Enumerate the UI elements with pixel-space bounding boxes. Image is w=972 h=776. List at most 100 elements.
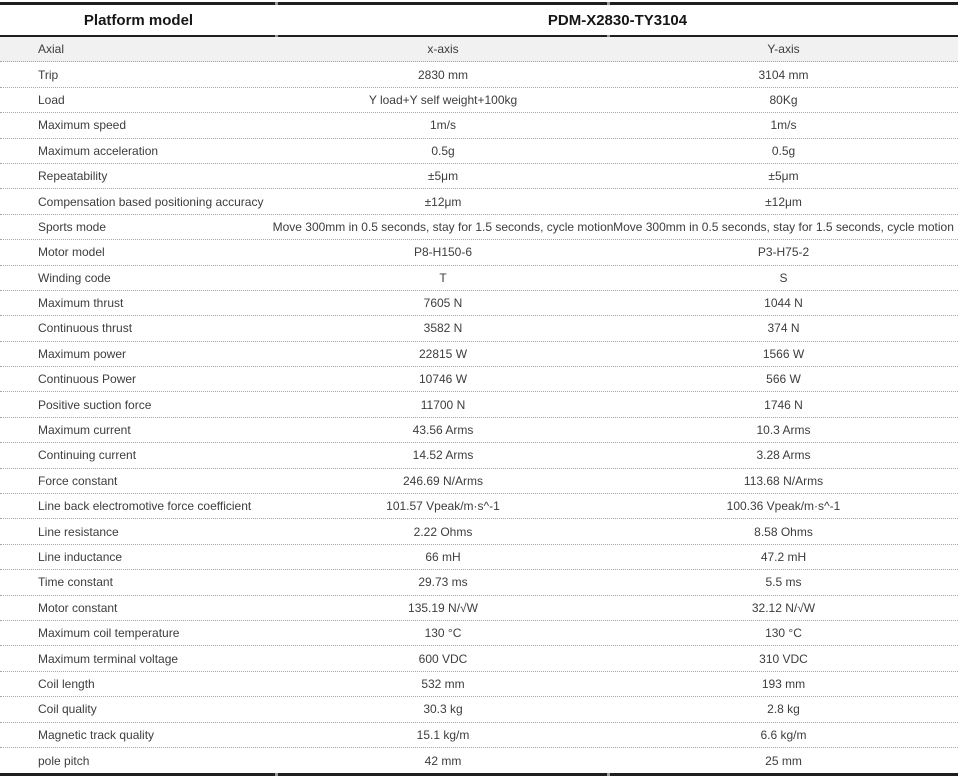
x-axis-value-cell: 15.1 kg/m (416, 727, 470, 742)
column-divider-tick (607, 773, 610, 776)
spec-label-cell: Motor model (38, 245, 105, 260)
column-divider-tick (607, 2, 610, 5)
x-axis-value-cell: 135.19 N/√W (408, 600, 478, 615)
spec-label-cell: Maximum current (38, 423, 131, 438)
spec-label-cell: pole pitch (38, 753, 90, 768)
spec-label-cell: Winding code (38, 270, 111, 285)
table-row: Maximum speed 1m/s 1m/s (0, 113, 958, 139)
table-row: Coil length 532 mm 193 mm (0, 672, 958, 698)
table-row: pole pitch 42 mm 25 mm (0, 748, 958, 773)
y-axis-value-cell: 0.5g (771, 143, 796, 158)
spec-label-cell: Magnetic track quality (38, 727, 155, 742)
spec-label-cell: Maximum terminal voltage (38, 651, 179, 666)
x-axis-value-cell: 600 VDC (418, 651, 468, 666)
spec-label-cell: Time constant (38, 575, 113, 590)
spec-label-cell: Maximum acceleration (38, 143, 159, 158)
spec-label-cell: Repeatability (38, 169, 108, 184)
y-axis-value-cell: ±12μm (765, 194, 802, 209)
table-row: Positive suction force 11700 N 1746 N (0, 392, 958, 418)
x-axis-value-cell: 3582 N (423, 321, 463, 336)
table-row: Sports mode Move 300mm in 0.5 seconds, s… (0, 215, 958, 241)
y-axis-value-cell: 80Kg (769, 92, 798, 107)
table-row: Maximum acceleration 0.5g 0.5g (0, 139, 958, 164)
table-row: Load Y load+Y self weight+100kg 80Kg (0, 88, 958, 114)
spec-label-cell: Sports mode (38, 219, 107, 234)
spec-label-cell: Maximum coil temperature (38, 626, 180, 641)
y-axis-value-cell: 130 °C (765, 626, 802, 641)
column-divider-tick (607, 35, 610, 37)
y-axis-value-cell: S (779, 270, 788, 285)
y-axis-value-cell: 1746 N (764, 397, 803, 412)
table-row: Time constant 29.73 ms 5.5 ms (0, 570, 958, 596)
spec-label-cell: Line back electromotive force coefficien… (38, 499, 252, 514)
x-axis-value-cell: 30.3 kg (423, 702, 463, 717)
y-axis-value-cell: 2.8 kg (767, 702, 800, 717)
spec-label-cell: Force constant (38, 473, 118, 488)
table-row: Maximum current 43.56 Arms 10.3 Arms (0, 418, 958, 444)
table-row: Continuing current 14.52 Arms 3.28 Arms (0, 443, 958, 469)
y-axis-value-cell: 5.5 ms (765, 575, 802, 590)
table-row: Trip 2830 mm 3104 mm (0, 62, 958, 88)
y-axis-value-cell: 566 W (766, 372, 801, 387)
spec-label-cell: Trip (38, 67, 59, 82)
x-axis-value-cell: 10746 W (418, 372, 468, 387)
y-axis-value-cell: 6.6 kg/m (760, 727, 807, 742)
y-axis-value-cell: P3-H75-2 (757, 245, 810, 260)
table-row: Line back electromotive force coefficien… (0, 494, 958, 520)
x-axis-value-cell: x-axis (427, 42, 459, 57)
column-divider-tick (275, 35, 278, 37)
model-number-header-cell: PDM-X2830-TY3104 (547, 11, 688, 29)
spec-label-cell: Continuous thrust (38, 321, 133, 336)
table-row: Motor model P8-H150-6 P3-H75-2 (0, 240, 958, 266)
y-axis-value-cell: 8.58 Ohms (754, 524, 813, 539)
table-row: Motor constant 135.19 N/√W 32.12 N/√W (0, 596, 958, 621)
y-axis-value-cell: Move 300mm in 0.5 seconds, stay for 1.5 … (613, 219, 954, 234)
y-axis-value-cell: 10.3 Arms (756, 423, 811, 438)
y-axis-value-cell: 113.68 N/Arms (743, 473, 824, 488)
table-row: Line resistance 2.22 Ohms 8.58 Ohms (0, 519, 958, 545)
y-axis-value-cell: 32.12 N/√W (751, 600, 816, 615)
spec-label-cell: Maximum thrust (38, 296, 124, 311)
y-axis-value-cell: 374 N (767, 321, 800, 336)
table-row: Continuous thrust 3582 N 374 N (0, 316, 958, 342)
table-row: Continuous Power 10746 W 566 W (0, 367, 958, 393)
platform-model-header-cell: Platform model (83, 11, 194, 29)
table-row: Maximum coil temperature 130 °C 130 °C (0, 621, 958, 647)
spec-label-cell: Maximum speed (38, 118, 127, 133)
x-axis-value-cell: 0.5g (431, 143, 455, 158)
y-axis-value-cell: 1566 W (762, 346, 805, 361)
y-axis-value-cell: 47.2 mH (760, 550, 807, 564)
x-axis-value-cell: Y load+Y self weight+100kg (368, 92, 518, 107)
table-row: Coil quality 30.3 kg 2.8 kg (0, 697, 958, 723)
x-axis-value-cell: 14.52 Arms (412, 448, 474, 463)
x-axis-value-cell: 532 mm (421, 676, 465, 691)
x-axis-value-cell: P8-H150-6 (413, 245, 473, 260)
x-axis-value-cell: 2.22 Ohms (413, 524, 473, 539)
x-axis-value-cell: 7605 N (423, 296, 463, 311)
table-row: Maximum terminal voltage 600 VDC 310 VDC (0, 646, 958, 672)
table-row: Compensation based positioning accuracy … (0, 189, 958, 215)
x-axis-value-cell: 66 mH (425, 550, 461, 564)
spec-label-cell: Line resistance (38, 524, 119, 539)
x-axis-value-cell: 1m/s (429, 118, 456, 133)
table-row: Repeatability ±5μm ±5μm (0, 164, 958, 190)
x-axis-value-cell: 246.69 N/Arms (402, 473, 484, 488)
x-axis-value-cell: 11700 N (420, 397, 466, 412)
column-divider-tick (275, 773, 278, 776)
y-axis-value-cell: ±5μm (768, 169, 799, 184)
y-axis-value-cell: 3.28 Arms (756, 448, 811, 463)
table-row: Magnetic track quality 15.1 kg/m 6.6 kg/… (0, 723, 958, 748)
spec-label-cell: Compensation based positioning accuracy (38, 194, 264, 209)
spec-label-cell: Load (38, 92, 65, 107)
table-row: Maximum thrust 7605 N 1044 N (0, 291, 958, 317)
x-axis-value-cell: 130 °C (424, 626, 462, 641)
y-axis-value-cell: 25 mm (765, 753, 802, 768)
y-axis-value-cell: 1044 N (764, 296, 803, 311)
x-axis-value-cell: ±5μm (427, 169, 459, 184)
y-axis-value-cell: Y-axis (767, 42, 800, 57)
x-axis-value-cell: 101.57 Vpeak/m·s^-1 (386, 499, 500, 514)
x-axis-value-cell: ±12μm (424, 194, 462, 209)
spec-label-cell: Axial (38, 42, 65, 57)
